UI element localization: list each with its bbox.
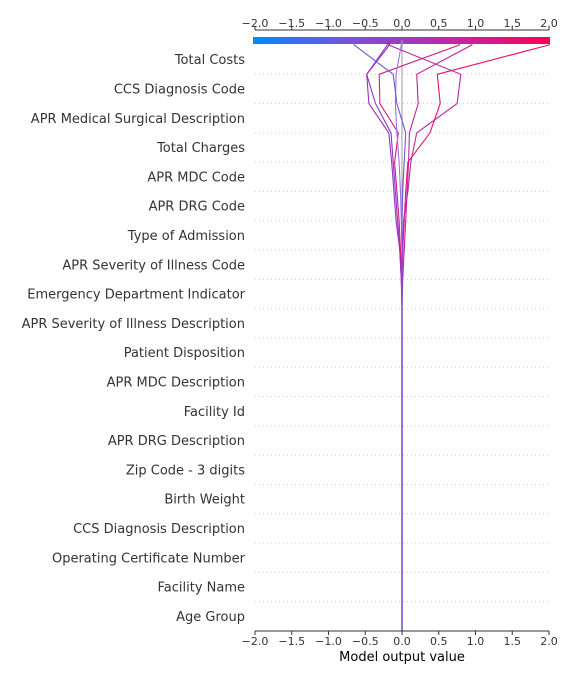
feature-label: APR MDC Code — [147, 170, 245, 185]
decision-path — [394, 41, 403, 631]
bottom-axis-tick-label: 2.0 — [540, 635, 558, 648]
top-axis-tick-label: 0.5 — [430, 17, 448, 30]
bottom-axis-tick-label: 1.0 — [467, 635, 485, 648]
feature-label: Patient Disposition — [124, 346, 245, 361]
feature-label: APR Severity of Illness Code — [62, 258, 245, 273]
x-axis-title: Model output value — [339, 650, 465, 665]
feature-label: Zip Code - 3 digits — [126, 463, 245, 478]
feature-label: Type of Admission — [127, 229, 245, 244]
top-axis-tick-label: −1.5 — [278, 17, 305, 30]
feature-label: APR Medical Surgical Description — [31, 112, 245, 127]
top-axis-tick-label: 1.5 — [504, 17, 522, 30]
feature-label: APR DRG Description — [108, 434, 245, 449]
feature-label: Facility Id — [184, 405, 245, 420]
bottom-axis-tick-label: 1.5 — [504, 635, 522, 648]
feature-label: Emergency Department Indicator — [27, 288, 245, 303]
top-axis-tick-label: 0.0 — [393, 17, 411, 30]
bottom-axis-tick-label: −0.5 — [352, 635, 379, 648]
decision-path — [401, 41, 550, 631]
top-axis-tick-label: 1.0 — [467, 17, 485, 30]
feature-label: Facility Name — [157, 581, 245, 596]
top-axis-tick-label: −0.5 — [352, 17, 379, 30]
decision-path — [378, 41, 460, 631]
feature-labels: Total Costs CCS Diagnosis Code APR Medical… — [22, 53, 246, 625]
feature-label: CCS Diagnosis Description — [73, 522, 245, 537]
feature-label: Age Group — [176, 610, 245, 625]
decision-path — [401, 41, 473, 631]
bottom-axis-tick-label: −2.0 — [242, 635, 269, 648]
top-axis-tick-label: −1.0 — [315, 17, 342, 30]
feature-label: APR DRG Code — [149, 200, 245, 215]
top-axis-tick-label: 2.0 — [540, 17, 558, 30]
x-axes: −2.0 −1.5 −1.0 −0.5 0.0 0.5 1.0 1.5 2.0−2.0 −1.5−… — [242, 17, 558, 648]
feature-label: APR Severity of Illness Description — [22, 317, 245, 332]
bottom-axis-tick-label: −1.5 — [278, 635, 305, 648]
feature-label: CCS Diagnosis Code — [114, 82, 245, 97]
feature-label: Birth Weight — [164, 493, 245, 508]
decision-path — [353, 41, 407, 631]
decision-path — [388, 41, 462, 631]
feature-label: Operating Certificate Number — [52, 551, 246, 566]
bottom-axis-tick-label: 0.5 — [430, 635, 448, 648]
bottom-axis-tick-label: 0.0 — [393, 635, 411, 648]
top-axis-tick-label: −2.0 — [242, 17, 269, 30]
feature-label: APR MDC Description — [107, 375, 245, 390]
decision-paths — [353, 41, 550, 631]
bottom-axis-tick-label: −1.0 — [315, 635, 342, 648]
feature-label: Total Costs — [174, 53, 245, 68]
feature-label: Total Charges — [156, 141, 245, 156]
